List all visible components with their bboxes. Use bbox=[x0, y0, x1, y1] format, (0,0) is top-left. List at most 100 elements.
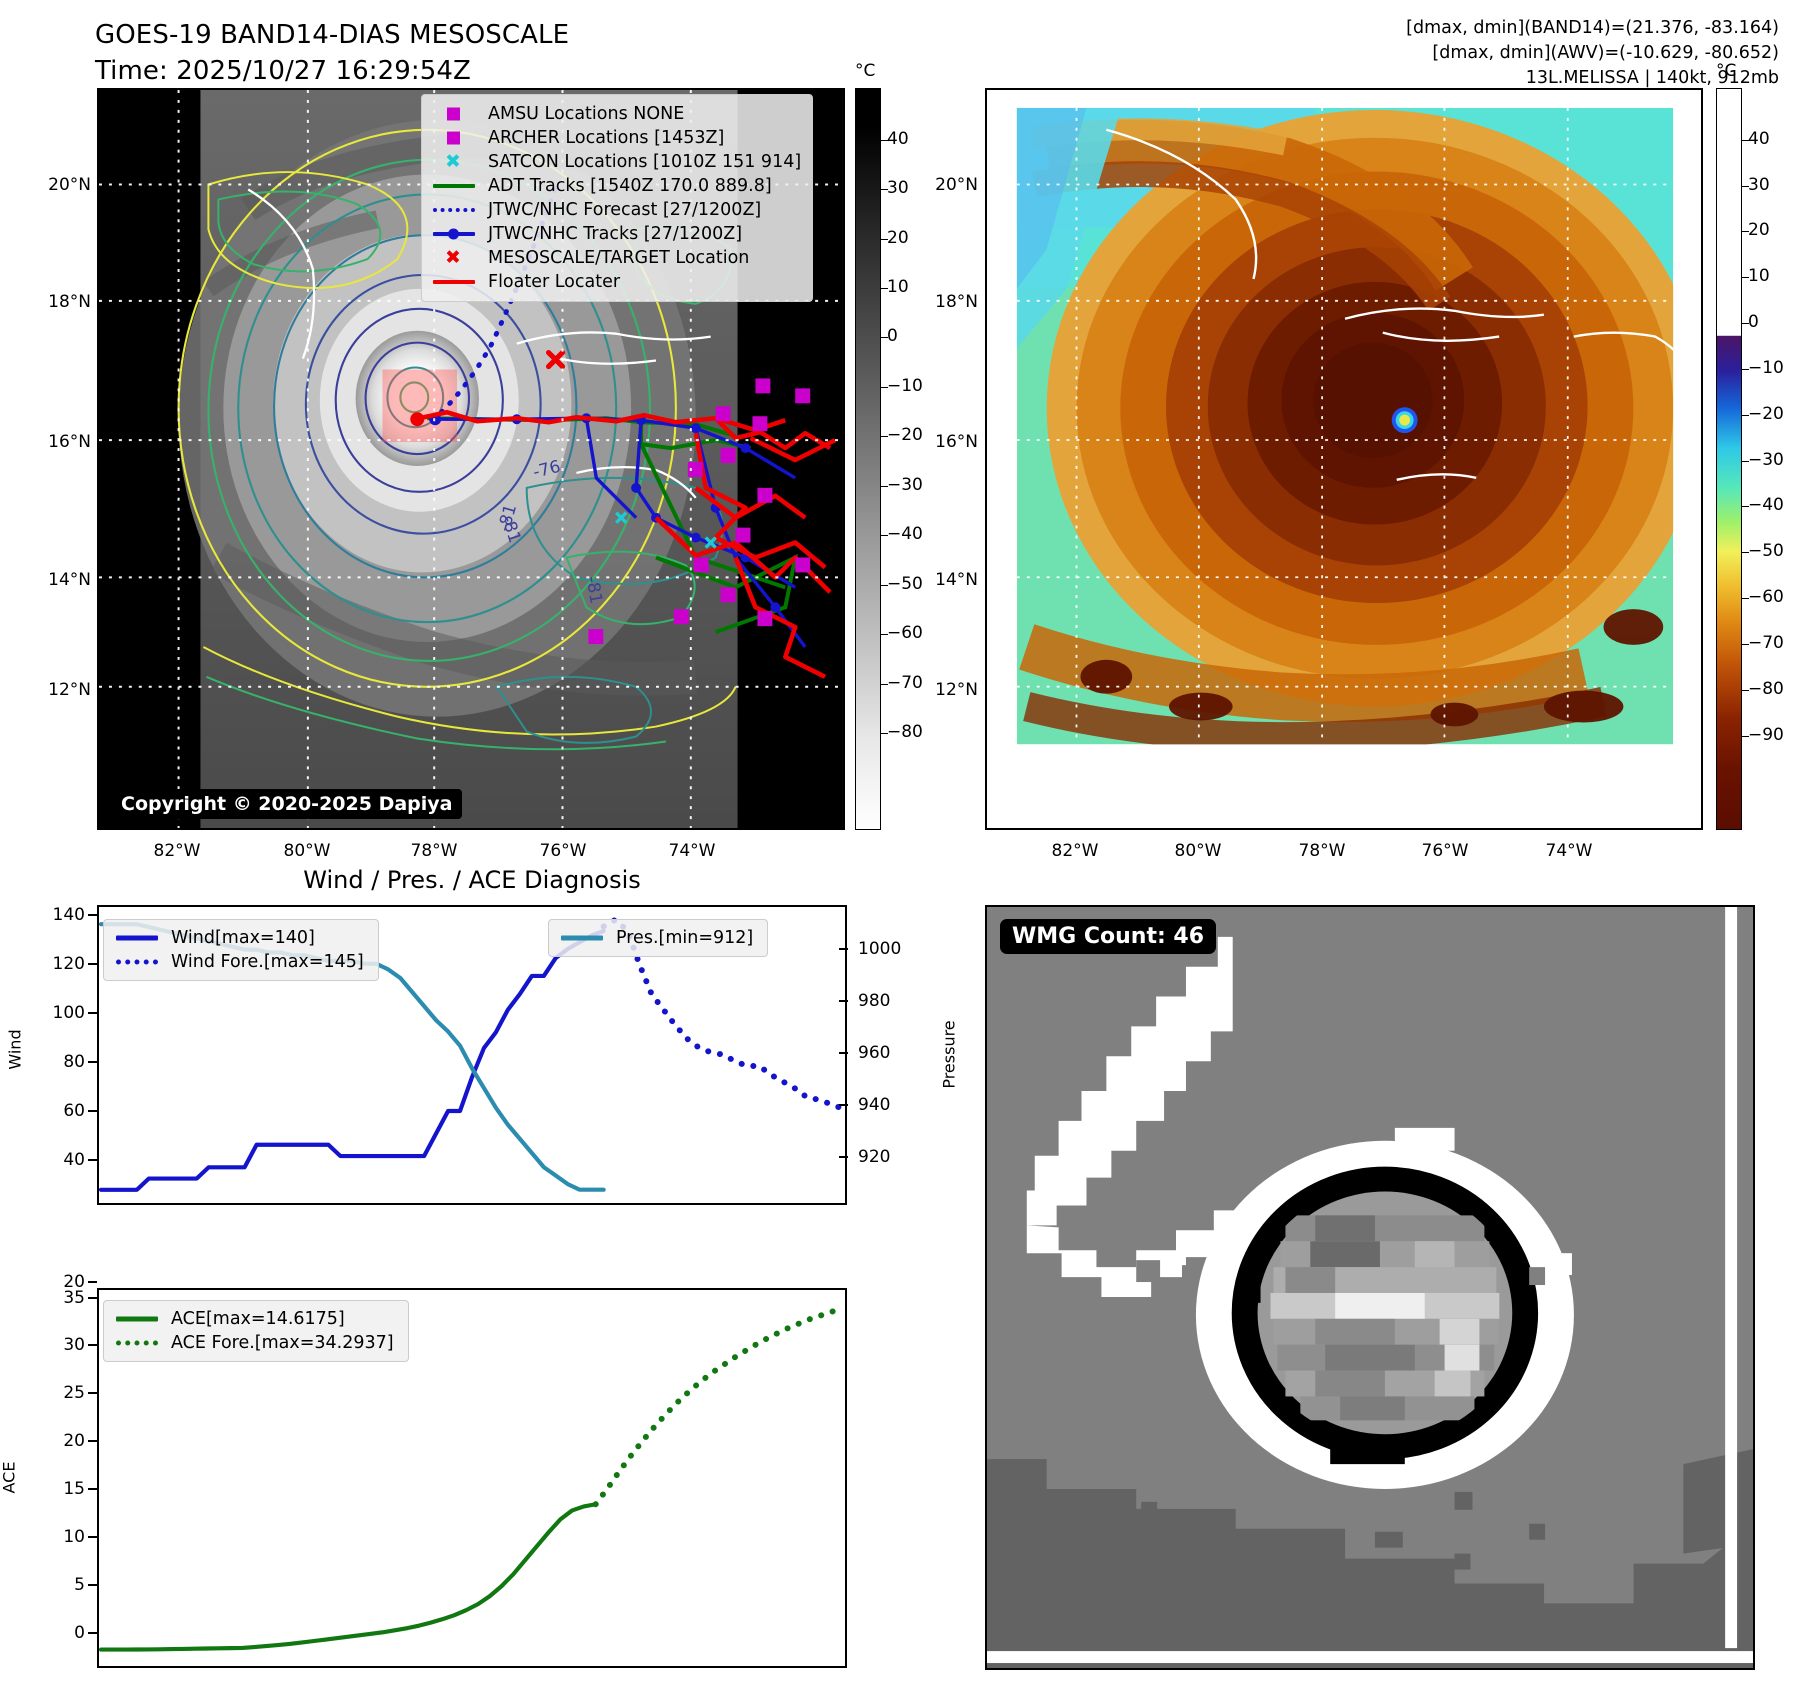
ace-ytick-20-upper: 20 bbox=[63, 1272, 85, 1292]
mesoscale-target-dot bbox=[1391, 407, 1418, 434]
cb-r-5: −10 bbox=[1748, 358, 1784, 378]
series-ace-fore-max-34-2937- bbox=[592, 1305, 845, 1508]
cb-l-12: −80 bbox=[887, 722, 923, 742]
wind-line-icon bbox=[114, 929, 160, 947]
pres-ytick-940: 940 bbox=[858, 1095, 891, 1115]
legend-item-jtwc-forecast: JTWC/NHC Forecast [27/1200Z] bbox=[431, 198, 801, 222]
jtwc-track-line-icon bbox=[431, 225, 477, 243]
wind-ytick-60: 60 bbox=[63, 1101, 85, 1121]
cb-r-4: 0 bbox=[1748, 312, 1759, 332]
storm-summary: 13L.MELISSA | 140kt, 912mb bbox=[1525, 68, 1779, 89]
wind-ytick-140: 140 bbox=[52, 905, 85, 925]
cb-r-11: −70 bbox=[1748, 633, 1784, 653]
cb-l-4: 0 bbox=[887, 326, 898, 346]
dmax-dmin-awv: [dmax, dmin](AWV)=(-10.629, -80.652) bbox=[1432, 43, 1779, 64]
satcon-locations bbox=[615, 511, 717, 549]
legend-item-archer: ARCHER Locations [1453Z] bbox=[431, 126, 801, 150]
tl-ytick-0: 20°N bbox=[48, 175, 91, 195]
wmg-analysis-panel[interactable]: WMG Count: 46 bbox=[985, 905, 1755, 1670]
colorbar-gradient bbox=[1716, 88, 1742, 830]
wmg-count-badge: WMG Count: 46 bbox=[1000, 919, 1217, 954]
tr-ytick-1: 18°N bbox=[935, 292, 978, 312]
cb-r-0: 40 bbox=[1748, 129, 1770, 149]
ace-line-icon bbox=[114, 1310, 160, 1328]
ir-colorbar: °C 40 30 20 10 0 −10 −20 −30 −40 −50 −60… bbox=[855, 61, 923, 830]
archer-square-icon bbox=[431, 129, 477, 147]
tl-xtick-1: 80°W bbox=[283, 841, 331, 861]
jtwc-forecast-dotted-icon bbox=[431, 201, 477, 219]
wind-axis-title: Wind bbox=[5, 1029, 25, 1070]
tr-ytick-4: 12°N bbox=[935, 680, 978, 700]
legend-item-mesoscale-target: ✖ MESOSCALE/TARGET Location bbox=[431, 246, 801, 270]
tl-ytick-1: 18°N bbox=[48, 292, 91, 312]
ace-ytick-25: 25 bbox=[63, 1383, 85, 1403]
title-line-2: Time: 2025/10/27 16:29:54Z bbox=[95, 55, 471, 86]
floater-line-icon bbox=[431, 273, 477, 291]
ace-axis-title: ACE bbox=[0, 1461, 19, 1494]
pressure-legend: Pres.[min=912] bbox=[548, 919, 769, 957]
cb-r-10: −60 bbox=[1748, 587, 1784, 607]
wmg-pixel-map bbox=[987, 907, 1753, 1668]
tr-xtick-0: 82°W bbox=[1051, 841, 1099, 861]
series-wind-fore-max-145- bbox=[600, 916, 845, 1112]
cb-l-10: −60 bbox=[887, 623, 923, 643]
wind-ytick-100: 100 bbox=[52, 1003, 85, 1023]
copyright-badge: Copyright © 2020-2025 Dapiya bbox=[111, 789, 463, 819]
cb-r-6: −20 bbox=[1748, 404, 1784, 424]
storm-center-marker bbox=[410, 412, 425, 427]
pres-ytick-960: 960 bbox=[858, 1043, 891, 1063]
tr-xtick-4: 74°W bbox=[1545, 841, 1593, 861]
cb-r-13: −90 bbox=[1748, 725, 1784, 745]
legend-item-floater-locater: Floater Locater bbox=[431, 270, 801, 294]
legend-label: ACE Fore.[max=34.2937] bbox=[171, 1333, 394, 1353]
cb-r-2: 20 bbox=[1748, 220, 1770, 240]
archer-locations bbox=[588, 378, 811, 645]
tr-ytick-2: 16°N bbox=[935, 432, 978, 452]
tr-xtick-1: 80°W bbox=[1174, 841, 1222, 861]
legend-label: ACE[max=14.6175] bbox=[171, 1309, 345, 1329]
awv-enhanced-map[interactable] bbox=[985, 88, 1703, 830]
colorbar-gradient bbox=[855, 88, 881, 830]
cb-l-9: −50 bbox=[887, 574, 923, 594]
awv-gridlines bbox=[1016, 107, 1674, 745]
legend-item-amsu: AMSU Locations NONE bbox=[431, 102, 801, 126]
legend-item-pressure: Pres.[min=912] bbox=[559, 926, 753, 950]
header-metadata: [dmax, dmin](BAND14)=(21.376, -83.164) [… bbox=[1406, 16, 1779, 91]
awv-satellite-image bbox=[987, 90, 1701, 828]
adt-line-icon bbox=[431, 177, 477, 195]
legend-label: AMSU Locations NONE bbox=[488, 104, 685, 124]
tl-ytick-4: 12°N bbox=[48, 680, 91, 700]
ace-legend: ACE[max=14.6175] ACE Fore.[max=34.2937] bbox=[103, 1300, 409, 1362]
jtwc-forecast-track bbox=[432, 186, 558, 421]
cb-l-0: 40 bbox=[887, 129, 909, 149]
tl-ytick-3: 14°N bbox=[48, 570, 91, 590]
cb-l-3: 10 bbox=[887, 277, 909, 297]
legend-label: JTWC/NHC Forecast [27/1200Z] bbox=[488, 200, 762, 220]
ace-ytick-15: 15 bbox=[63, 1479, 85, 1499]
legend-label: Wind Fore.[max=145] bbox=[171, 952, 364, 972]
colorbar-unit-label: °C bbox=[1716, 61, 1737, 81]
legend-item-satcon: ✖ SATCON Locations [1010Z 151 914] bbox=[431, 150, 801, 174]
tl-xtick-3: 76°W bbox=[539, 841, 587, 861]
cb-l-5: −10 bbox=[887, 376, 923, 396]
legend-item-wind-forecast: Wind Fore.[max=145] bbox=[114, 950, 364, 974]
tr-xtick-2: 78°W bbox=[1298, 841, 1346, 861]
ace-ytick-20: 20 bbox=[63, 1431, 85, 1451]
mesoscale-ir-map[interactable]: -76 -81 -81 -81 bbox=[97, 88, 845, 830]
tl-xtick-2: 78°W bbox=[410, 841, 458, 861]
legend-label: ARCHER Locations [1453Z] bbox=[488, 128, 725, 148]
cb-l-11: −70 bbox=[887, 673, 923, 693]
wind-forecast-dotted-icon bbox=[114, 953, 160, 971]
legend-label: MESOSCALE/TARGET Location bbox=[488, 248, 750, 268]
legend-item-wind: Wind[max=140] bbox=[114, 926, 364, 950]
tl-xtick-0: 82°W bbox=[153, 841, 201, 861]
wind-ytick-80: 80 bbox=[63, 1052, 85, 1072]
ace-ytick-5: 5 bbox=[74, 1575, 85, 1595]
pressure-axis-title: Pressure bbox=[939, 1020, 959, 1089]
colorbar-unit-label: °C bbox=[855, 61, 876, 81]
satcon-x-icon: ✖ bbox=[445, 150, 461, 173]
floater-box bbox=[382, 369, 458, 443]
ace-ytick-0: 0 bbox=[74, 1623, 85, 1643]
legend-item-jtwc-tracks: JTWC/NHC Tracks [27/1200Z] bbox=[431, 222, 801, 246]
ace-forecast-dotted-icon bbox=[114, 1334, 160, 1352]
